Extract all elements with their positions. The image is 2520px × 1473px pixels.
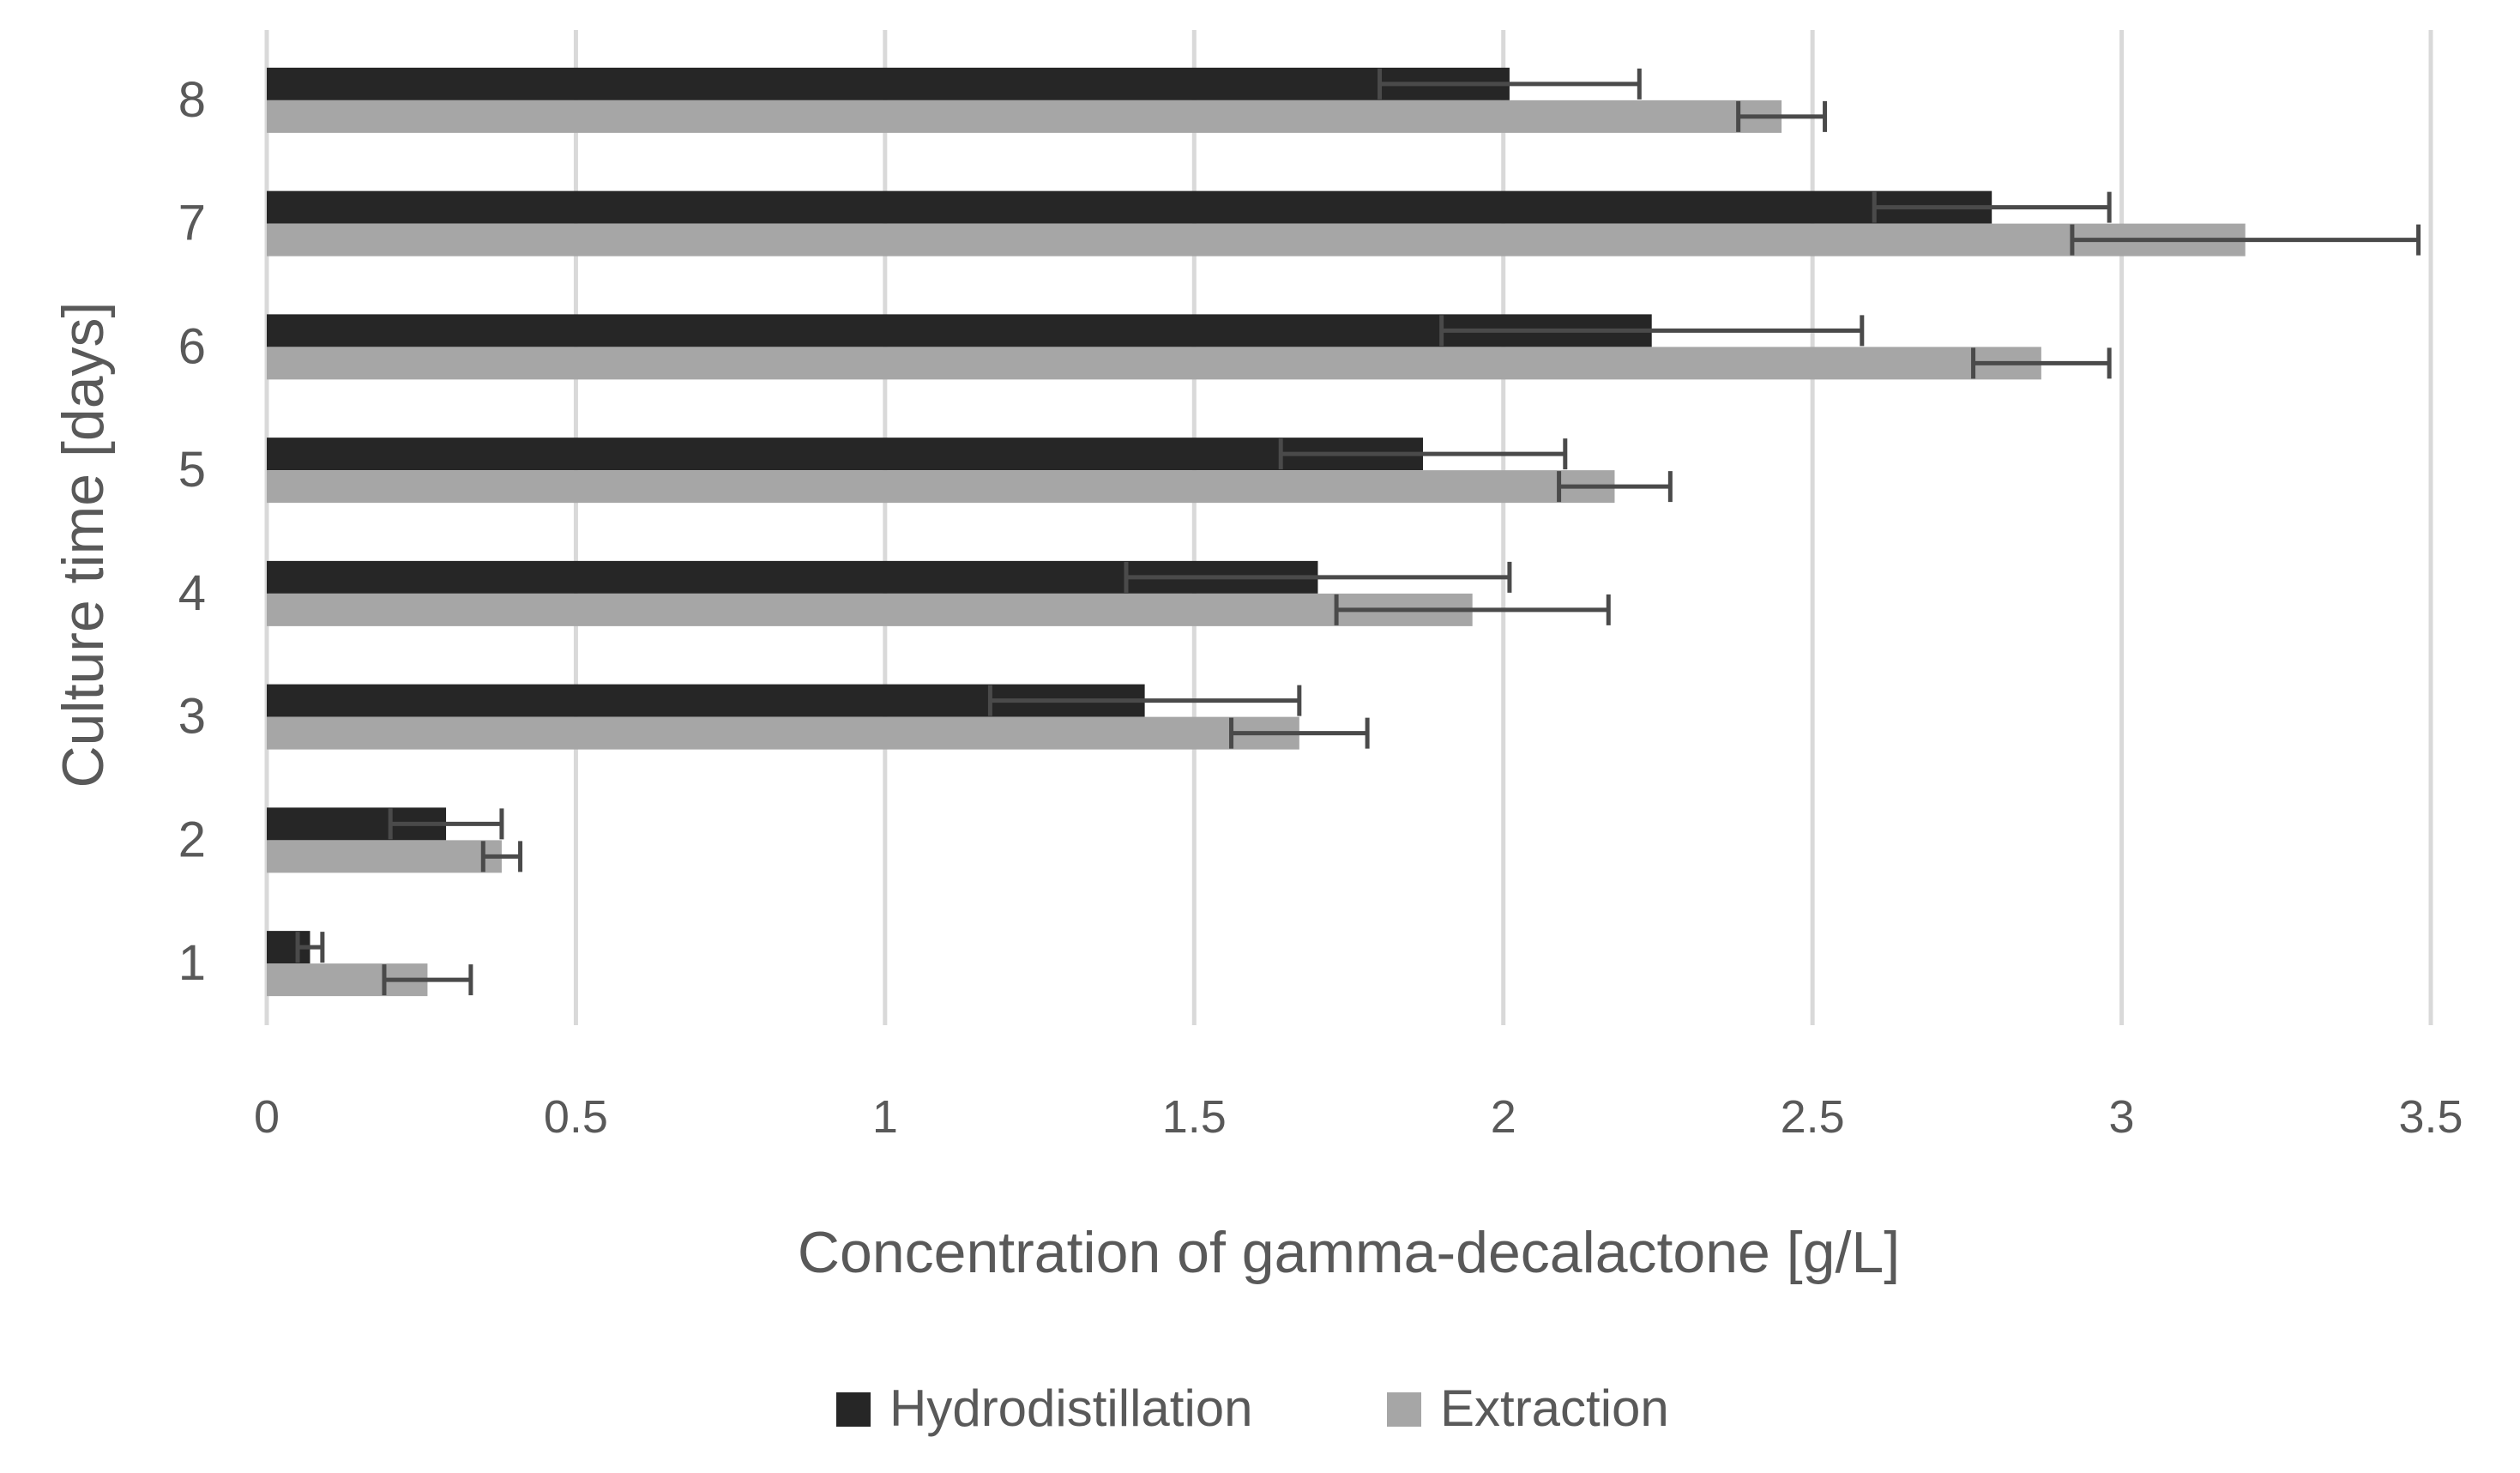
bar-extraction-day-8 <box>267 100 1782 133</box>
x-tick-label: 0.5 <box>544 1091 608 1143</box>
legend-item-extraction: Extraction <box>1387 1379 1669 1437</box>
error-bar-hydrodistillation-day-1 <box>295 932 325 963</box>
bar-hydrodistillation-day-5 <box>267 438 1424 471</box>
bar-extraction-day-5 <box>267 470 1615 504</box>
error-bar-extraction-day-7 <box>2070 224 2421 256</box>
y-tick-label: 5 <box>178 442 206 498</box>
x-tick-label: 3 <box>2109 1091 2135 1143</box>
legend: Hydrodistillation Extraction <box>836 1379 1669 1437</box>
tick-labels: 0 0.5 1 1.5 2 2.5 3 3.5 1 2 3 4 5 6 7 8 <box>178 72 2463 1143</box>
bars <box>267 67 2246 997</box>
legend-item-hydrodistillation: Hydrodistillation <box>836 1379 1253 1437</box>
error-bar-hydrodistillation-day-6 <box>1439 315 1865 347</box>
x-tick-label: 0 <box>254 1091 280 1143</box>
error-bars <box>295 68 2421 996</box>
error-bar-hydrodistillation-day-2 <box>388 808 504 840</box>
y-axis-title: Culture time [days] <box>51 302 116 788</box>
bar-extraction-day-2 <box>267 840 502 873</box>
error-bar-extraction-day-3 <box>1229 717 1370 749</box>
x-tick-label: 2 <box>1491 1091 1516 1143</box>
error-bar-hydrodistillation-day-4 <box>1124 561 1512 593</box>
x-tick-label: 2.5 <box>1781 1091 1845 1143</box>
legend-swatch <box>836 1392 871 1427</box>
bar-hydrodistillation-day-8 <box>267 67 1510 100</box>
y-tick-label: 2 <box>178 812 206 867</box>
x-tick-label: 3.5 <box>2398 1091 2463 1143</box>
bar-extraction-day-7 <box>267 223 2246 257</box>
error-bar-extraction-day-6 <box>1971 347 2112 379</box>
error-bar-hydrodistillation-day-5 <box>1278 438 1568 470</box>
gridlines <box>264 30 2433 1025</box>
legend-label: Hydrodistillation <box>889 1379 1253 1437</box>
x-tick-label: 1.5 <box>1162 1091 1227 1143</box>
bar-hydrodistillation-day-7 <box>267 190 1992 224</box>
error-bar-extraction-day-5 <box>1557 471 1673 503</box>
error-bar-hydrodistillation-day-3 <box>987 685 1302 716</box>
y-tick-label: 6 <box>178 318 206 374</box>
x-axis-title: Concentration of gamma-decalactone [g/L] <box>798 1220 1900 1285</box>
legend-label: Extraction <box>1440 1379 1669 1437</box>
error-bar-hydrodistillation-day-7 <box>1872 191 2112 223</box>
bar-extraction-day-4 <box>267 593 1473 626</box>
error-bar-extraction-day-8 <box>1736 100 1828 132</box>
error-bar-hydrodistillation-day-8 <box>1378 68 1642 100</box>
legend-swatch <box>1387 1392 1421 1427</box>
y-tick-label: 7 <box>178 196 206 251</box>
error-bar-extraction-day-4 <box>1334 594 1611 625</box>
y-tick-label: 4 <box>178 565 206 621</box>
bar-extraction-day-3 <box>267 716 1299 750</box>
bar-extraction-day-6 <box>267 347 2041 380</box>
bar-hydrodistillation-day-6 <box>267 314 1652 347</box>
y-tick-label: 3 <box>178 689 206 745</box>
error-bar-extraction-day-1 <box>382 964 473 996</box>
error-bar-extraction-day-2 <box>480 841 523 872</box>
y-tick-label: 8 <box>178 72 206 128</box>
y-tick-label: 1 <box>178 935 206 991</box>
x-tick-label: 1 <box>872 1091 898 1143</box>
